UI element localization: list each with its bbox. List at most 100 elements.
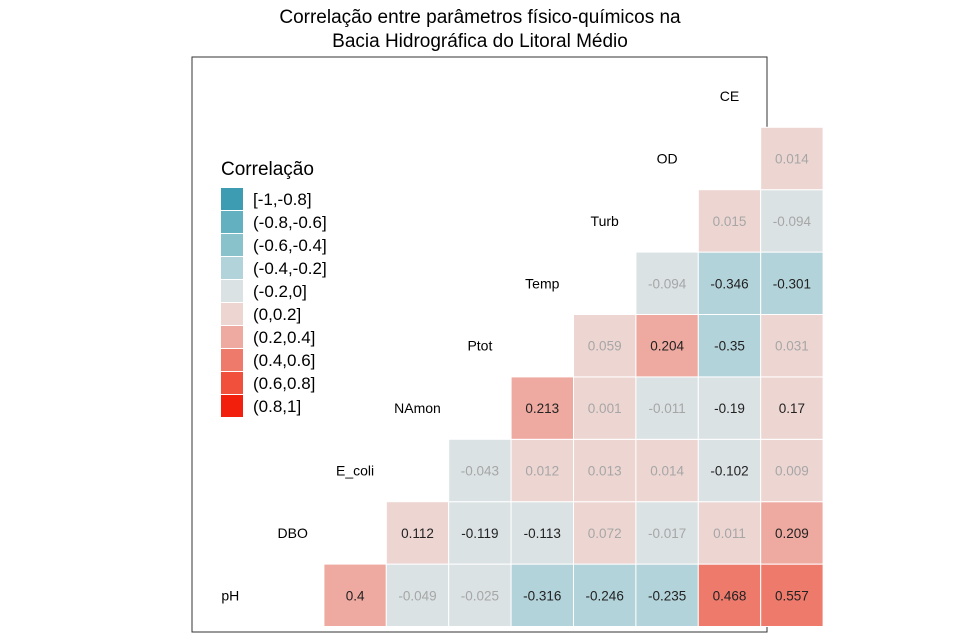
cell-value-label: -0.301 [773, 276, 811, 291]
heatmap-cell-temp-ph [573, 563, 637, 627]
cell-value-label: 0.468 [713, 588, 747, 603]
cell-value-label: 0.009 [775, 464, 809, 479]
heatmap-cell-turb-namon [635, 376, 699, 440]
legend-label: (0.4,0.6] [253, 351, 315, 370]
cell-value-label: -0.049 [398, 588, 436, 603]
cell-value-label: -0.102 [710, 464, 748, 479]
legend-swatch [221, 211, 243, 233]
legend-swatch [221, 372, 243, 394]
cell-value-label: 0.209 [775, 526, 809, 541]
cell-value-label: -0.113 [524, 526, 561, 541]
cell-value-label: 0.031 [775, 339, 809, 354]
chart-title: Correlação entre parâmetros físico-quími… [0, 6, 960, 54]
variable-label-ptot: Ptot [467, 338, 492, 354]
legend-label: (0.6,0.8] [253, 374, 315, 393]
legend-label: (-0.6,-0.4] [253, 236, 327, 255]
legend-label: (-0.4,-0.2] [253, 259, 327, 278]
cell-value-label: 0.112 [401, 526, 434, 541]
cell-value-label: -0.011 [648, 401, 685, 416]
variable-label-ce: CE [720, 88, 739, 104]
heatmap-cell-ptot-namon [510, 376, 575, 440]
legend-label: (0,0.2] [253, 305, 301, 324]
heatmap-cell-od-e-coli [697, 438, 762, 503]
legend-swatch [221, 188, 243, 210]
cell-value-label: -0.235 [648, 588, 686, 603]
heatmap-cell-ptot-e-coli [510, 438, 575, 503]
cell-value-label: -0.043 [461, 464, 499, 479]
heatmap-cell-od-namon [697, 376, 762, 440]
heatmap-cell-turb-ptot [635, 314, 699, 378]
heatmap-cell-ce-ph [760, 563, 824, 627]
cell-value-label: -0.346 [710, 276, 748, 291]
cell-value-label: -0.35 [714, 339, 745, 354]
heatmap-cell-ce-dbo [760, 501, 824, 565]
heatmap-cell-namon-e-coli [448, 438, 512, 503]
variable-label-ph: pH [221, 587, 239, 603]
cell-value-label: 0.012 [525, 464, 559, 479]
heatmap-cell-turb-dbo [635, 501, 699, 565]
chart-title-line-1: Correlação entre parâmetros físico-quími… [279, 7, 681, 28]
variable-labels-layer: pH DBO E_coli NAmon Ptot Temp Turb OD CE [221, 88, 739, 603]
heatmap-cell-dbo-ph [323, 563, 387, 627]
cell-value-label: -0.094 [773, 214, 812, 229]
legend-swatch [221, 395, 243, 417]
legend-swatch [221, 303, 243, 325]
heatmap-cell-od-turb [697, 189, 762, 253]
legend-label: (0.8,1] [253, 397, 301, 416]
cell-value-label: -0.316 [523, 588, 561, 603]
legend-swatch [221, 257, 243, 279]
cell-value-label: -0.246 [586, 588, 624, 603]
heatmap-cell-temp-ptot [573, 314, 637, 378]
heatmap-cell-ce-turb [760, 189, 824, 253]
legend-label: (0.2,0.4] [253, 328, 315, 347]
cell-value-label: 0.4 [346, 588, 365, 603]
heatmap-cell-od-ph [697, 563, 762, 627]
heatmap-cell-turb-e-coli [635, 438, 699, 503]
cell-value-label: 0.014 [650, 464, 684, 479]
heatmap-cell-turb-ph [635, 563, 699, 627]
cells-layer [323, 126, 824, 627]
variable-label-e-coli: E_coli [336, 463, 374, 479]
variable-label-dbo: DBO [278, 525, 308, 541]
heatmap-cell-namon-ph [448, 563, 512, 627]
heatmap-cell-od-temp [697, 251, 762, 316]
heatmap-cell-od-ptot [697, 314, 762, 378]
variable-label-od: OD [657, 151, 678, 167]
cell-value-label: 0.072 [588, 526, 622, 541]
legend-items: [-1,-0.8] (-0.8,-0.6] (-0.6,-0.4] (-0.4,-0.… [221, 188, 327, 417]
cell-value-label: -0.017 [648, 526, 686, 541]
heatmap-cell-ce-namon [760, 376, 824, 440]
cell-value-label: -0.119 [461, 526, 498, 541]
heatmap-cell-e-coli-dbo [385, 501, 450, 565]
cell-value-label: 0.014 [775, 152, 809, 167]
legend: Correlação [-1,-0.8] (-0.8,-0.6] (-0.6,-0.… [221, 159, 327, 417]
cell-value-label: 0.213 [525, 401, 559, 416]
legend-title: Correlação [221, 159, 314, 180]
cell-labels-layer: 0.4 -0.049 0.112 -0.025 -0.119 -0.043 -0.316 -0… [346, 152, 812, 604]
heatmap-cell-ce-od [760, 126, 824, 191]
cell-value-label: 0.013 [588, 464, 622, 479]
cell-value-label: 0.17 [779, 401, 805, 416]
legend-swatch [221, 326, 243, 348]
heatmap-cell-ce-temp [760, 251, 824, 316]
heatmap-cell-namon-dbo [448, 501, 512, 565]
cell-value-label: -0.19 [714, 401, 745, 416]
legend-swatch [221, 234, 243, 256]
legend-label: [-1,-0.8] [253, 190, 312, 209]
heatmap-cell-ptot-ph [510, 563, 575, 627]
cell-value-label: 0.001 [588, 401, 622, 416]
chart-title-line-2: Bacia Hidrográfica do Litoral Médio [332, 31, 628, 52]
legend-label: (-0.8,-0.6] [253, 213, 327, 232]
cell-value-label: -0.094 [648, 276, 687, 291]
heatmap-cell-od-dbo [697, 501, 762, 565]
variable-label-namon: NAmon [394, 400, 441, 416]
legend-swatch [221, 280, 243, 302]
cell-value-label: 0.557 [775, 588, 809, 603]
cell-value-label: 0.011 [713, 526, 746, 541]
legend-label: (-0.2,0] [253, 282, 307, 301]
cell-value-label: 0.059 [588, 339, 622, 354]
variable-label-turb: Turb [591, 213, 619, 229]
cell-value-label: 0.015 [713, 214, 747, 229]
cell-value-label: -0.025 [461, 588, 499, 603]
